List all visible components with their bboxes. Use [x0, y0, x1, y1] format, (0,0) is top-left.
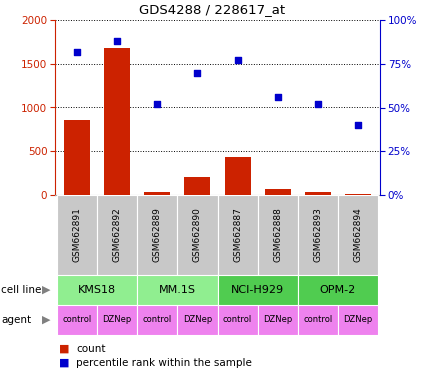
Text: DZNep: DZNep	[102, 316, 132, 324]
Bar	[298, 275, 378, 305]
Text: cell line: cell line	[1, 285, 42, 295]
Text: GSM662889: GSM662889	[153, 208, 162, 262]
Point	[234, 57, 241, 63]
Bar	[57, 275, 137, 305]
Text: ▶: ▶	[42, 315, 51, 325]
Bar	[177, 195, 218, 275]
Bar	[104, 48, 130, 195]
Bar	[218, 305, 258, 335]
Text: ▶: ▶	[42, 285, 51, 295]
Point	[274, 94, 281, 100]
Bar	[64, 120, 90, 195]
Bar	[298, 195, 338, 275]
Text: count: count	[76, 344, 106, 354]
Bar	[345, 194, 371, 195]
Bar	[137, 305, 177, 335]
Bar	[218, 195, 258, 275]
Text: OPM-2: OPM-2	[320, 285, 356, 295]
Bar	[218, 275, 298, 305]
Bar	[338, 195, 378, 275]
Text: DZNep: DZNep	[183, 316, 212, 324]
Bar	[144, 192, 170, 195]
Bar	[338, 305, 378, 335]
Text: DZNep: DZNep	[263, 316, 292, 324]
Bar	[305, 192, 331, 195]
Bar	[97, 195, 137, 275]
Text: GSM662894: GSM662894	[354, 208, 363, 262]
Text: ■: ■	[59, 344, 70, 354]
Text: GDS4288 / 228617_at: GDS4288 / 228617_at	[139, 3, 286, 16]
Bar	[258, 305, 298, 335]
Text: NCI-H929: NCI-H929	[231, 285, 284, 295]
Text: control: control	[223, 316, 252, 324]
Text: DZNep: DZNep	[343, 316, 373, 324]
Bar	[57, 195, 97, 275]
Text: GSM662888: GSM662888	[273, 208, 282, 262]
Point	[194, 70, 201, 76]
Bar	[97, 305, 137, 335]
Text: control: control	[303, 316, 332, 324]
Text: percentile rank within the sample: percentile rank within the sample	[76, 358, 252, 368]
Bar	[298, 305, 338, 335]
Bar	[224, 157, 251, 195]
Text: GSM662887: GSM662887	[233, 208, 242, 262]
Text: MM.1S: MM.1S	[159, 285, 196, 295]
Text: control: control	[143, 316, 172, 324]
Bar	[137, 195, 177, 275]
Point	[154, 101, 161, 107]
Bar	[258, 195, 298, 275]
Bar	[177, 305, 218, 335]
Text: agent: agent	[1, 315, 31, 325]
Point	[114, 38, 121, 44]
Point	[354, 122, 361, 128]
Point	[314, 101, 321, 107]
Text: GSM662891: GSM662891	[73, 208, 82, 262]
Bar	[265, 189, 291, 195]
Text: ■: ■	[59, 358, 70, 368]
Text: control: control	[62, 316, 92, 324]
Point	[74, 48, 80, 55]
Text: GSM662892: GSM662892	[113, 208, 122, 262]
Text: GSM662893: GSM662893	[313, 208, 322, 262]
Bar	[57, 305, 97, 335]
Text: GSM662890: GSM662890	[193, 208, 202, 262]
Text: KMS18: KMS18	[78, 285, 116, 295]
Bar	[184, 177, 210, 195]
Bar	[137, 275, 218, 305]
